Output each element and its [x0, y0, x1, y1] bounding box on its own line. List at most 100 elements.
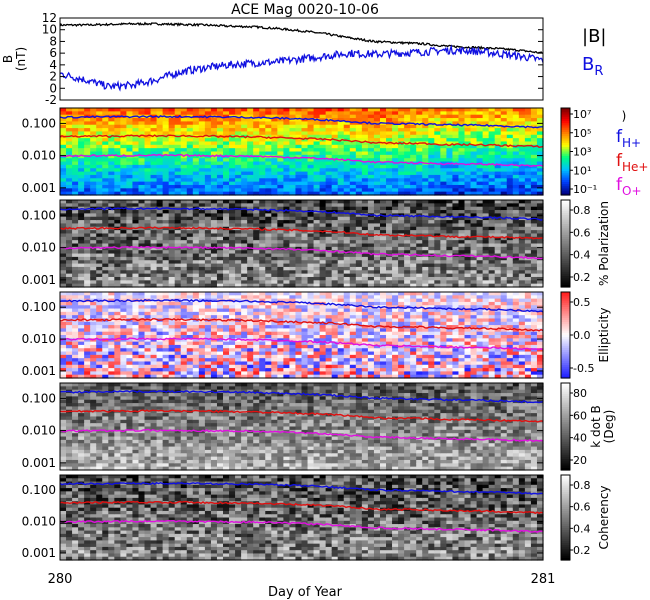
spectrogram-cell — [506, 263, 514, 268]
spectrogram-cell — [150, 168, 158, 173]
spectrogram-cell — [512, 266, 520, 271]
spectrogram-cell — [283, 220, 291, 225]
spectrogram-cell — [229, 223, 236, 228]
spectrogram-cell — [259, 184, 266, 189]
spectrogram-cell — [343, 114, 351, 119]
spectrogram-cell — [162, 283, 170, 288]
spectrogram-cell — [343, 253, 351, 258]
spectrogram-cell — [253, 216, 260, 221]
spectrogram-cell — [223, 138, 230, 143]
spectrogram-cell — [66, 240, 73, 245]
spectrogram-cell — [162, 358, 170, 363]
spectrogram-cell — [265, 256, 272, 261]
spectrogram-cell — [343, 223, 351, 228]
spectrogram-cell — [386, 266, 393, 271]
spectrogram-cell — [138, 273, 146, 278]
spectrogram-cell — [422, 260, 429, 265]
spectrogram-cell — [120, 171, 128, 176]
spectrogram-cell — [313, 243, 321, 248]
spectrogram-cell — [494, 203, 502, 208]
spectrogram-cell — [337, 111, 345, 116]
spectrogram-cell — [289, 240, 297, 245]
spectrogram-cell — [126, 354, 134, 359]
spectrogram-cell — [404, 260, 411, 265]
spectrogram-cell — [319, 191, 327, 196]
spectrogram-cell — [96, 178, 103, 183]
legend-f-hplus: fH+ — [616, 127, 641, 150]
spectrogram-cell — [410, 206, 417, 211]
spectrogram-cell — [319, 144, 327, 149]
spectrogram-cell — [265, 273, 272, 278]
spectrogram-cell — [500, 121, 508, 126]
colorbar-tick-label: 10³ — [573, 146, 591, 159]
spectrogram-cell — [108, 118, 115, 122]
spectrogram-cell — [506, 161, 514, 166]
spectrogram-cell — [361, 118, 369, 122]
spectrogram-cell — [126, 131, 134, 136]
spectrogram-cell — [247, 273, 254, 278]
spectrogram-cell — [229, 220, 236, 225]
spectrogram-cell — [204, 151, 212, 156]
spectrogram-cell — [361, 260, 369, 265]
spectrogram-cell — [512, 191, 520, 196]
spectrogram-cell — [325, 283, 333, 288]
spectrogram-cell — [235, 148, 242, 153]
spectrogram-cell — [210, 191, 218, 196]
spectrogram-cell — [132, 210, 140, 214]
spectrogram-cell — [223, 108, 230, 112]
spectrogram-cell — [162, 331, 170, 336]
spectrogram-cell — [241, 191, 248, 196]
spectrogram-cell — [355, 191, 363, 196]
spectrogram-cell — [259, 280, 266, 285]
spectrogram-cell — [289, 210, 297, 214]
spectrogram-cell — [138, 203, 146, 208]
spectrogram-cell — [500, 253, 508, 258]
spectrogram-cell — [186, 223, 194, 228]
spectrogram-cell — [132, 223, 140, 228]
spectrogram-cell — [108, 138, 115, 143]
spectrogram-cell — [132, 220, 140, 225]
spectrogram-cell — [138, 371, 146, 376]
spectrogram-cell — [150, 364, 158, 369]
spectrogram-cell — [150, 236, 158, 241]
spectrogram-cell — [440, 260, 447, 265]
spectrogram-cell — [144, 292, 152, 296]
spectrogram-cell — [283, 260, 291, 265]
spectrogram-cell — [313, 121, 321, 126]
spectrogram-cell — [422, 210, 429, 214]
spectrogram-cell — [404, 131, 411, 136]
spectrogram-cell — [464, 273, 472, 278]
spectrogram-cell — [78, 191, 85, 196]
spectrogram-cell — [168, 223, 176, 228]
spectrogram-cell — [434, 276, 441, 281]
spectrogram-cell — [398, 223, 405, 228]
spectrogram-cell — [186, 138, 194, 143]
spectrogram-cell — [247, 174, 254, 179]
spectrogram-cell — [482, 141, 490, 146]
spectrogram-cell — [259, 108, 266, 112]
gyrofrequency-line-Hplus — [59, 206, 544, 221]
spectrogram-cell — [198, 216, 206, 221]
spectrogram-cell — [126, 273, 134, 278]
spectrogram-cell — [102, 134, 109, 139]
spectrogram-cell — [530, 171, 538, 176]
spectrogram-cell — [120, 250, 128, 255]
spectrogram-cell — [247, 236, 254, 241]
spectrogram-cell — [289, 263, 297, 268]
spectrogram-cell — [186, 328, 194, 333]
spectrogram-cell — [144, 124, 152, 129]
spectrogram-cell — [102, 200, 109, 204]
spectrogram-cell — [168, 108, 176, 112]
spectrogram-cell — [283, 256, 291, 261]
spectrogram-cell — [271, 131, 278, 136]
spectrogram-cell — [458, 191, 466, 196]
spectrogram-cell — [120, 111, 128, 116]
spectrogram-cell — [398, 236, 405, 241]
spectrogram-cell — [313, 220, 321, 225]
spectrogram-cell — [458, 114, 466, 119]
spectrogram-cell — [198, 321, 206, 326]
spectrogram-cell — [524, 128, 532, 133]
spectrogram-cell — [325, 220, 333, 225]
spectrogram-cell — [84, 371, 91, 376]
spectrogram-cell — [114, 240, 121, 245]
